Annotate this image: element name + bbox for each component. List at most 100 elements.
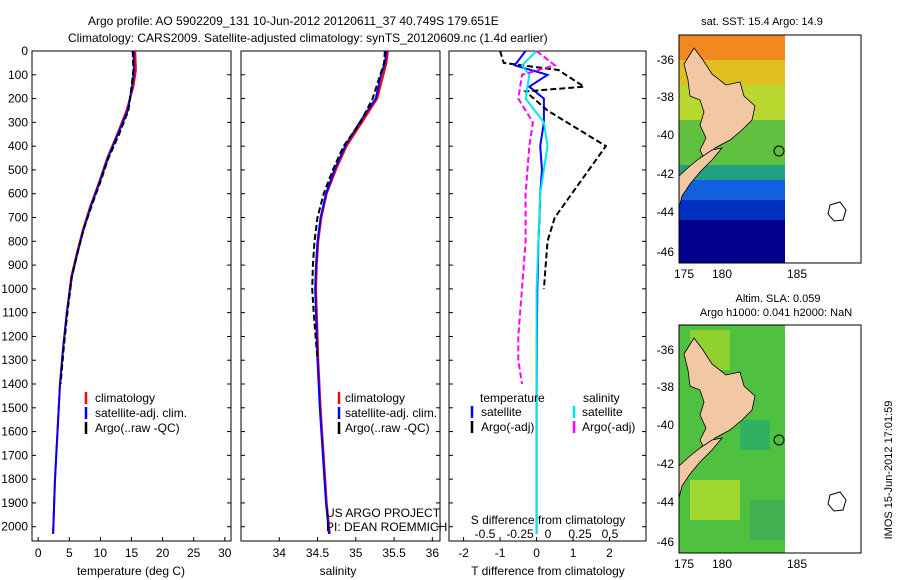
map-x-tick: 185 <box>787 267 807 281</box>
depth-tick-label: 300 <box>8 115 28 129</box>
x-tick-label: 5 <box>66 546 73 560</box>
map-x-tick: 175 <box>674 557 694 571</box>
map-y-tick: -44 <box>657 495 675 509</box>
depth-tick-label: 0 <box>21 44 28 58</box>
sst-map-title: sat. SST: 15.4 Argo: 14.9 <box>701 16 823 28</box>
series-line <box>513 50 550 534</box>
x-tick-label: 35.5 <box>382 546 406 560</box>
series-line <box>59 50 135 385</box>
legend-argo: Argo(..raw -QC) <box>95 421 180 435</box>
salinity-diff-ticks: -0.5 -0.25 0 0.25 0.5 <box>475 527 619 541</box>
x-tick-label: -2 <box>458 546 469 560</box>
legend-temperature-title: temperature <box>480 391 545 405</box>
map-y-tick: -42 <box>657 167 675 181</box>
depth-tick-label: 1000 <box>1 282 28 296</box>
x-tick-label: -1 <box>495 546 506 560</box>
map-y-tick: -38 <box>657 380 675 394</box>
depth-tick-label: 1300 <box>1 353 28 367</box>
map-y-tick: -46 <box>657 535 675 549</box>
series-line <box>499 50 608 289</box>
map-x-tick: 180 <box>712 267 732 281</box>
difference-panel <box>448 50 647 542</box>
depth-tick-label: 200 <box>8 92 28 106</box>
legend-t-argo: Argo(-adj) <box>481 420 534 434</box>
map-y-tick: -36 <box>657 53 675 67</box>
profile-series <box>52 50 608 534</box>
x-tick-label: 34 <box>273 546 287 560</box>
map-tick-labels: 175 180 185 175 180 185 -36 -38 -40 -42 -44 -46 -36 -… <box>657 53 808 571</box>
depth-tick-label: 1200 <box>1 329 28 343</box>
temperature-xlabel: temperature (deg C) <box>77 564 185 578</box>
depth-tick-label: 1400 <box>1 377 28 391</box>
legend-s-satellite: satellite <box>582 405 623 419</box>
depth-tick-label: 1500 <box>1 401 28 415</box>
x-tick-label: 36 <box>426 546 440 560</box>
map-y-tick: -44 <box>657 205 675 219</box>
depth-tick-label: 1600 <box>1 425 28 439</box>
x-tick-label: 35 <box>349 546 363 560</box>
map-x-tick: 175 <box>674 267 694 281</box>
difference-top-label: S difference from climatology <box>471 513 626 527</box>
depth-tick-label: 1900 <box>1 496 28 510</box>
difference-xlabel: T difference from climatology <box>471 564 625 578</box>
header-line1: Argo profile: AO 5902209_131 10-Jun-2012… <box>88 14 499 28</box>
x-tick-label: 25 <box>187 546 201 560</box>
s-tick-label: 0 <box>545 527 552 541</box>
series-line <box>517 50 557 385</box>
map-y-tick: -42 <box>657 457 675 471</box>
depth-tick-label: 1100 <box>2 306 28 320</box>
s-tick-label: 0.5 <box>602 527 619 541</box>
s-tick-label: -0.25 <box>506 527 534 541</box>
depth-tick-label: 700 <box>8 211 28 225</box>
legend-climatology: climatology <box>95 391 155 405</box>
legend-t-satellite: satellite <box>481 405 522 419</box>
series-line <box>52 50 136 534</box>
salinity-xlabel: salinity <box>320 564 357 578</box>
depth-tick-label: 500 <box>8 163 28 177</box>
map-y-tick: -40 <box>657 128 675 142</box>
depth-tick-label: 900 <box>8 258 28 272</box>
pi-note: PI: DEAN ROEMMICH <box>326 520 447 534</box>
sla-map <box>678 324 862 554</box>
depth-axis: 0 100 200 300 400 500 600 700 800 900 1000 1100 1200… <box>1 44 28 534</box>
map-y-tick: -36 <box>657 343 675 357</box>
s-tick-label: 0.25 <box>568 527 592 541</box>
sst-map <box>678 34 862 264</box>
salinity-panel <box>240 50 441 542</box>
depth-tick-label: 600 <box>8 187 28 201</box>
x-tick-label: 20 <box>156 546 170 560</box>
header-line2: Climatology: CARS2009. Satellite-adjuste… <box>68 31 548 45</box>
panel-tick-marks <box>32 50 646 528</box>
s-tick-label: -0.5 <box>475 527 496 541</box>
map-y-tick: -40 <box>657 418 675 432</box>
temperature-panel <box>31 50 232 542</box>
x-tick-label: 30 <box>218 546 232 560</box>
x-tick-label: 15 <box>125 546 139 560</box>
map-x-tick: 185 <box>787 557 807 571</box>
x-tick-label: 0 <box>35 546 42 560</box>
x-tick-label: 0 <box>533 546 540 560</box>
legend-satellite: satellite-adj. clim. <box>345 406 437 420</box>
x-tick-label: 10 <box>94 546 108 560</box>
x-tick-label: 2 <box>606 546 613 560</box>
map-y-tick: -38 <box>657 90 675 104</box>
depth-tick-label: 400 <box>8 139 28 153</box>
x-tick-labels: 0 5 10 15 20 25 30 34 34.5 35 35.5 36 -2 -1 0 1 2 <box>35 537 613 560</box>
map-y-tick: -46 <box>657 245 675 259</box>
x-tick-label: 34.5 <box>306 546 330 560</box>
x-tick-label: 1 <box>570 546 577 560</box>
salinity-legend: climatology satellite-adj. clim. Argo(..… <box>337 391 437 435</box>
legend-satellite: satellite-adj. clim. <box>95 406 187 420</box>
series-line <box>311 50 386 361</box>
sla-map-title2: Argo h1000: 0.041 h2000: NaN <box>700 307 852 319</box>
depth-tick-label: 800 <box>8 234 28 248</box>
difference-legend: temperature salinity satellite Argo(-adj… <box>470 391 635 434</box>
legend-climatology: climatology <box>345 391 405 405</box>
map-x-tick: 180 <box>712 557 732 571</box>
depth-tick-label: 1800 <box>1 472 28 486</box>
depth-tick-label: 2000 <box>1 520 28 534</box>
sla-map-title1: Altim. SLA: 0.059 <box>736 293 821 305</box>
depth-tick-label: 1700 <box>1 448 28 462</box>
series-line <box>314 50 388 534</box>
